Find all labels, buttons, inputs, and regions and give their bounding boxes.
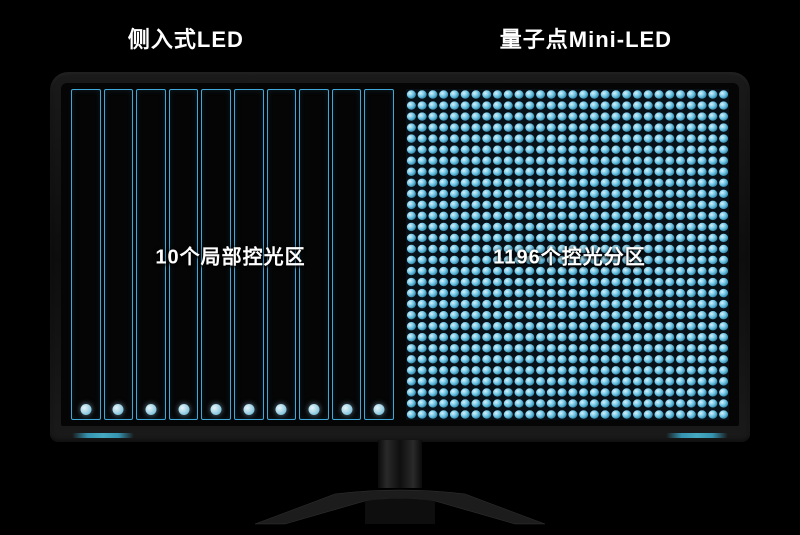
header-left-label: 侧入式LED <box>128 22 244 54</box>
monitor-stand-base <box>235 486 565 531</box>
bezel-light-left <box>72 433 134 438</box>
edge-led-dot <box>308 404 319 415</box>
monitor-stand-neck <box>378 440 422 488</box>
edge-led-dot <box>211 404 222 415</box>
edge-led-dot <box>243 404 254 415</box>
monitor-screen: 10个局部控光区 1196个控光分区 <box>61 83 739 426</box>
edge-led-dot <box>341 404 352 415</box>
left-panel-overlay-text: 10个局部控光区 <box>155 240 305 269</box>
edge-led-zone <box>332 89 362 420</box>
edge-led-dot <box>80 404 91 415</box>
header-row: 侧入式LED 量子点Mini-LED <box>0 0 800 72</box>
right-panel-overlay-text: 1196个控光分区 <box>493 240 645 269</box>
bezel-light-right <box>666 433 728 438</box>
edge-led-zone <box>364 89 394 420</box>
edge-led-dot <box>178 404 189 415</box>
edge-led-dot <box>145 404 156 415</box>
edge-led-dot <box>374 404 385 415</box>
header-right-label: 量子点Mini-LED <box>500 22 672 54</box>
left-panel: 10个局部控光区 <box>61 83 400 426</box>
edge-led-dot <box>113 404 124 415</box>
edge-led-dot <box>276 404 287 415</box>
monitor: 10个局部控光区 1196个控光分区 <box>50 72 750 535</box>
edge-led-zone <box>71 89 101 420</box>
right-panel: 1196个控光分区 <box>400 83 739 426</box>
edge-led-zone <box>104 89 134 420</box>
monitor-bezel: 10个局部控光区 1196个控光分区 <box>50 72 750 442</box>
